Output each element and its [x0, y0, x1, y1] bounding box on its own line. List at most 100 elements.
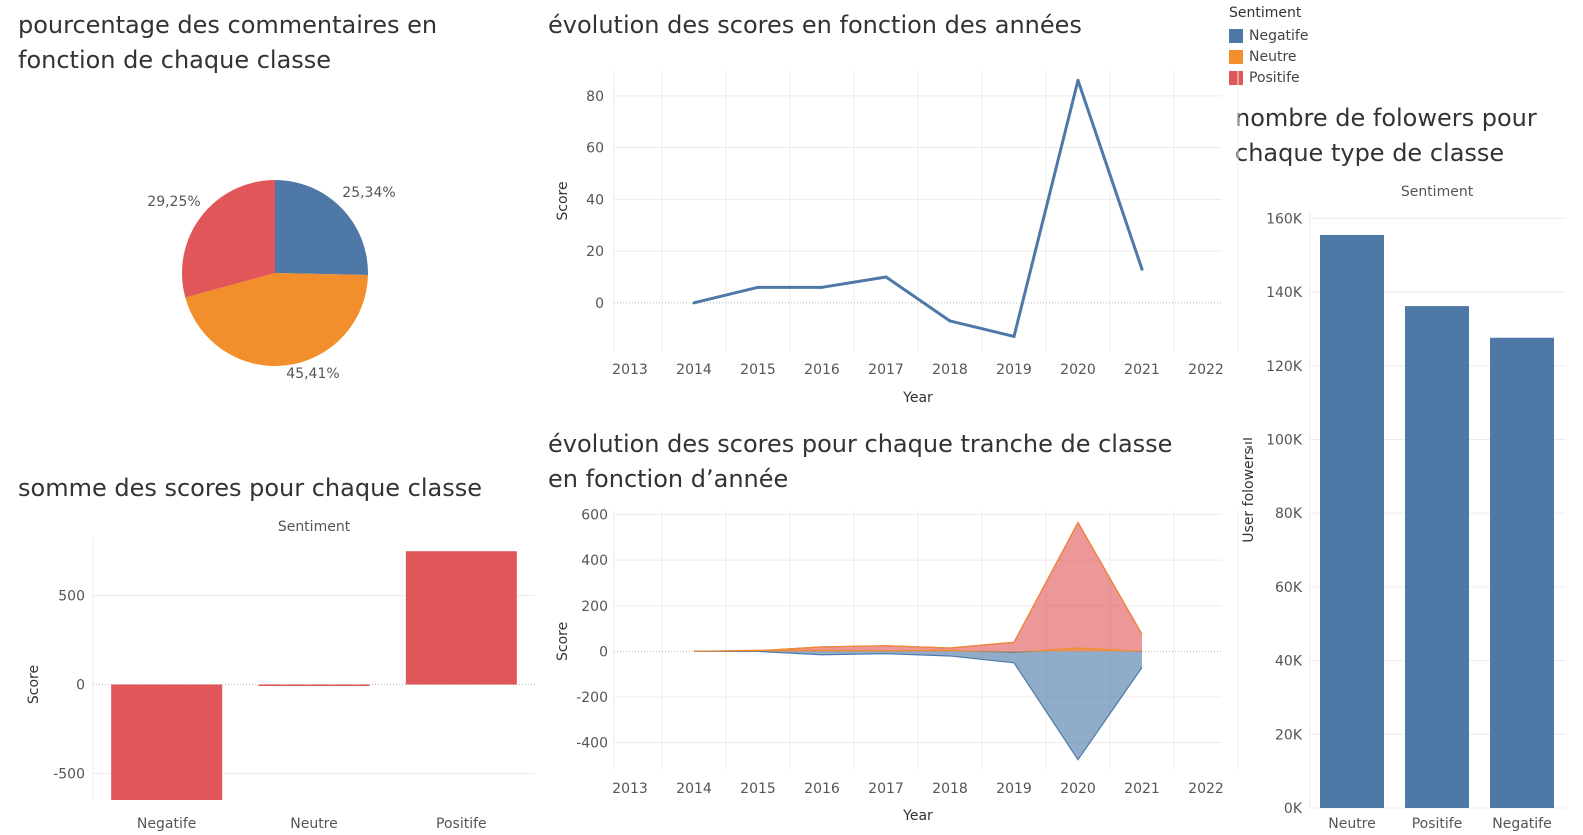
- y-axis-title: Score: [26, 665, 42, 704]
- x-tick-label: 2013: [612, 362, 648, 378]
- line-point[interactable]: [1012, 334, 1016, 338]
- y-tick-label: 80: [586, 89, 604, 105]
- x-tick-label: Negatife: [1492, 816, 1551, 832]
- x-axis-title: Year: [902, 808, 933, 824]
- x-tick-label: 2018: [932, 781, 968, 797]
- x-tick-label: Neutre: [1328, 816, 1376, 832]
- y-axis-title: Score: [555, 622, 571, 661]
- y-tick-label: 0: [76, 677, 85, 693]
- x-tick-label: Negatife: [137, 816, 196, 832]
- legend-label: Neutre: [1249, 48, 1297, 65]
- x-tick-label: 2020: [1060, 781, 1096, 797]
- bar[interactable]: [1405, 306, 1469, 808]
- x-tick-label: 2021: [1124, 781, 1160, 797]
- bar-followers-title: nombre de folowers pour chaque type de c…: [1235, 104, 1537, 167]
- bar[interactable]: [111, 684, 223, 800]
- x-tick-label: 2021: [1124, 362, 1160, 378]
- x-tick-label: 2013: [612, 781, 648, 797]
- pie-slice[interactable]: [275, 180, 368, 275]
- sentiment-legend[interactable]: Sentiment Negatife Neutre Positife: [1229, 5, 1308, 88]
- line-point[interactable]: [884, 275, 888, 279]
- bar[interactable]: [1490, 337, 1554, 808]
- y-tick-label: -500: [53, 766, 85, 782]
- bar-header: Sentiment: [1401, 184, 1474, 200]
- x-tick-label: Positife: [436, 816, 487, 832]
- x-axis-title: Year: [902, 390, 933, 406]
- x-tick-label: 2015: [740, 781, 776, 797]
- y-tick-label: 60: [586, 141, 604, 157]
- y-tick-label: -400: [576, 736, 608, 752]
- y-tick-label: 0K: [1284, 801, 1303, 817]
- line-point[interactable]: [820, 285, 824, 289]
- bar-scores-title: somme des scores pour chaque classe: [18, 474, 483, 502]
- x-tick-label: 2022: [1188, 362, 1224, 378]
- y-tick-label: 160K: [1266, 211, 1303, 227]
- legend-label: Negatife: [1249, 27, 1309, 44]
- bar[interactable]: [405, 551, 517, 685]
- y-tick-label: 20K: [1275, 727, 1303, 743]
- bar-header: Sentiment: [278, 519, 351, 535]
- y-tick-label: 140K: [1266, 285, 1303, 301]
- y-axis-title: User folowers: [1241, 447, 1257, 542]
- y-tick-label: 200: [581, 599, 608, 615]
- legend-item-negatife[interactable]: Negatife: [1229, 25, 1308, 46]
- x-tick-label: 2016: [804, 781, 840, 797]
- x-tick-label: 2019: [996, 362, 1032, 378]
- area-chart-title: évolution des scores pour chaque tranche…: [548, 430, 1173, 493]
- line-point[interactable]: [1140, 267, 1144, 271]
- legend-item-neutre[interactable]: Neutre: [1229, 46, 1308, 67]
- y-tick-label: -200: [576, 690, 608, 706]
- area-series-line: [694, 650, 1143, 761]
- y-tick-label: 600: [581, 508, 608, 524]
- legend-swatch: [1229, 28, 1243, 43]
- x-tick-label: 2019: [996, 781, 1032, 797]
- x-tick-label: 2014: [676, 781, 712, 797]
- y-tick-label: 400: [581, 553, 608, 569]
- x-tick-label: 2017: [868, 362, 904, 378]
- x-tick-label: 2014: [676, 362, 712, 378]
- pie-slice-label: 29,25%: [147, 194, 200, 210]
- legend-title: Sentiment: [1229, 5, 1302, 21]
- area-series[interactable]: [694, 651, 1142, 760]
- line-point[interactable]: [692, 301, 696, 305]
- x-tick-label: 2020: [1060, 362, 1096, 378]
- area-top-edge: [693, 521, 1143, 652]
- area-series[interactable]: [694, 522, 1142, 652]
- x-tick-label: 2022: [1188, 781, 1224, 797]
- line-point[interactable]: [948, 319, 952, 323]
- line-chart-title: évolution des scores en fonction des ann…: [548, 11, 1082, 39]
- pie-title: pourcentage des commentaires en fonction…: [18, 11, 438, 74]
- x-tick-label: 2016: [804, 362, 840, 378]
- bar[interactable]: [1320, 234, 1384, 808]
- x-tick-label: 2017: [868, 781, 904, 797]
- y-tick-label: 500: [58, 589, 85, 605]
- bar[interactable]: [258, 684, 370, 686]
- y-tick-label: 60K: [1275, 580, 1303, 596]
- pie-slice[interactable]: [185, 273, 368, 367]
- y-tick-label: 40K: [1275, 654, 1303, 670]
- legend-swatch: [1229, 49, 1243, 64]
- y-tick-label: 100K: [1266, 432, 1303, 448]
- pie-slice-label: 45,41%: [286, 366, 339, 382]
- x-tick-label: 2015: [740, 362, 776, 378]
- y-tick-label: 0: [599, 644, 608, 660]
- legend-label: Positife: [1249, 69, 1300, 86]
- line-point[interactable]: [1076, 78, 1080, 82]
- y-tick-label: 80K: [1275, 506, 1303, 522]
- pie-slice[interactable]: [181, 180, 275, 298]
- pie-slice-label: 25,34%: [342, 185, 395, 201]
- line-series[interactable]: [693, 78, 1144, 338]
- line-point[interactable]: [756, 285, 760, 289]
- legend-item-positife[interactable]: Positife: [1229, 67, 1308, 88]
- y-tick-label: 120K: [1266, 359, 1303, 375]
- y-tick-label: 40: [586, 192, 604, 208]
- y-axis-title: Score: [555, 181, 571, 220]
- y-tick-label: 20: [586, 244, 604, 260]
- x-tick-label: Neutre: [290, 816, 338, 832]
- sort-icon[interactable]: [1243, 438, 1252, 448]
- x-tick-label: 2018: [932, 362, 968, 378]
- x-tick-label: Positife: [1412, 816, 1463, 832]
- legend-swatch: [1229, 70, 1243, 85]
- y-tick-label: 0: [595, 296, 604, 312]
